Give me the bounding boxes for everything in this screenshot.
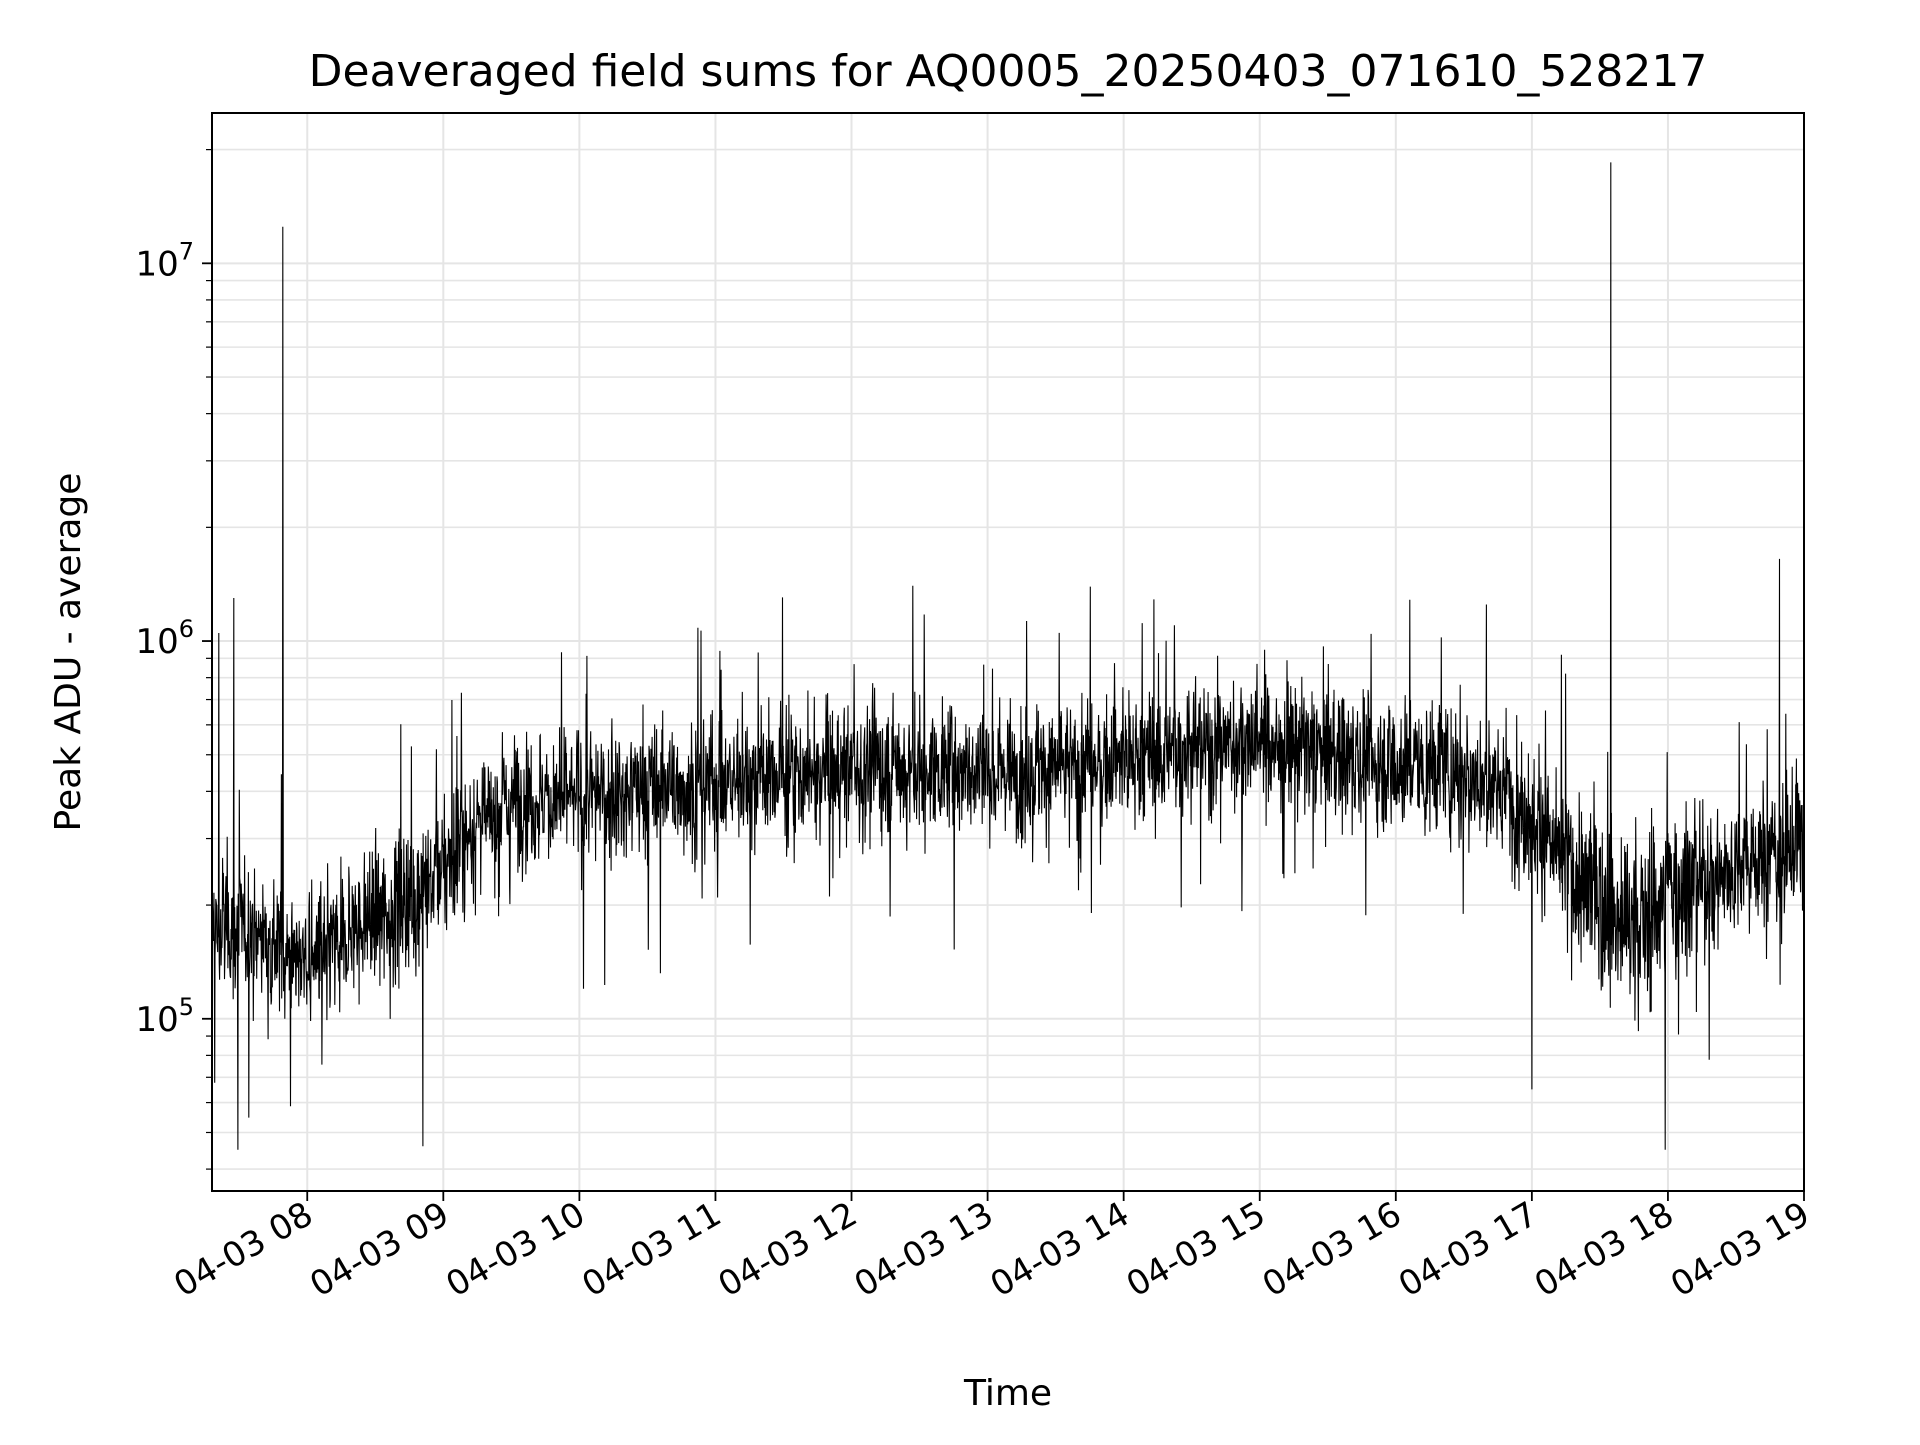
x-tick-label: 04-03 16 [1256, 1194, 1408, 1305]
x-tick-label: 04-03 17 [1392, 1194, 1544, 1305]
x-tick-label: 04-03 15 [1120, 1194, 1272, 1305]
y-tick-label: 106 [135, 615, 194, 662]
x-tick-label: 04-03 12 [712, 1194, 864, 1305]
x-tick-label: 04-03 13 [848, 1194, 1000, 1305]
y-axis-label: Peak ADU - average [48, 473, 89, 832]
y-tick-label: 105 [135, 993, 194, 1040]
grid [212, 113, 1805, 1191]
x-axis-label: Time [963, 1373, 1052, 1414]
x-tick-label: 04-03 14 [984, 1194, 1136, 1305]
x-tick-label: 04-03 08 [167, 1194, 319, 1305]
plot-area [211, 162, 1805, 1150]
x-tick-label: 04-03 10 [439, 1194, 591, 1305]
x-tick-label: 04-03 09 [303, 1194, 455, 1305]
plot-frame [211, 112, 1805, 1192]
series-line [211, 162, 1805, 1150]
x-tick-label: 04-03 11 [576, 1194, 728, 1305]
chart-title: Deaveraged field sums for AQ0005_2025040… [309, 46, 1708, 97]
x-tick-label: 04-03 19 [1664, 1194, 1816, 1305]
x-tick-label: 04-03 18 [1528, 1194, 1680, 1305]
y-tick-label: 107 [135, 237, 194, 284]
